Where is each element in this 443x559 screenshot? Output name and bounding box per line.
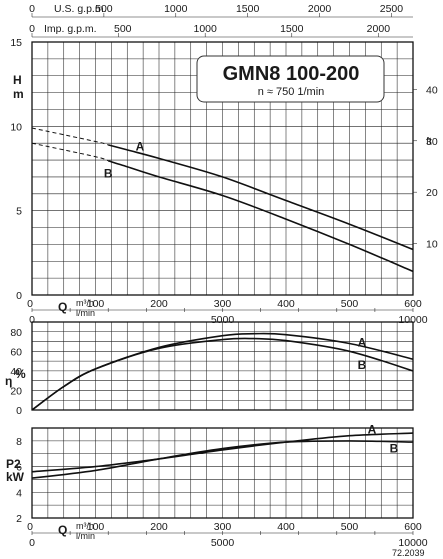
upper-m3h-tick-label: 300: [214, 298, 232, 310]
upper-lmin-tick-label: 5000: [211, 314, 235, 326]
upper-m3h-unit: m³/h: [76, 298, 94, 308]
efficiency-y-tick-label: 80: [10, 327, 22, 339]
lower-m3h-tick-label: 200: [150, 521, 168, 533]
upper-m3h-tick-label: 500: [341, 298, 359, 310]
head-series-A: [108, 144, 414, 251]
ft-tick-label: 10: [426, 239, 438, 251]
head-series-A-dashed: [31, 127, 109, 146]
efficiency-plot-frame: [31, 321, 414, 411]
upper-m3h-tick-label: 200: [150, 298, 168, 310]
lower-m3h-unit: m³/h: [76, 521, 94, 531]
title-box: [196, 55, 385, 103]
ft-tick-label: 30: [426, 136, 438, 148]
head-y-tick-label: 15: [10, 37, 22, 49]
lower-lmin-unit: l/min: [76, 531, 95, 541]
us-gpm-tick-label: 1000: [164, 3, 188, 15]
imp-gpm-tick-label: 1500: [280, 23, 304, 35]
chart-title: GMN8 100-200: [223, 63, 360, 85]
upper-m3h-tick-label: 400: [277, 298, 295, 310]
lower-q-label: Q: [58, 523, 67, 537]
efficiency-y-tick-label: 0: [16, 405, 22, 417]
power-series-B-label: B: [390, 442, 399, 456]
us-gpm-tick-label: 2500: [380, 3, 404, 15]
efficiency-y-tick-label: 60: [10, 346, 22, 358]
upper-m3h-tick-label: 0: [27, 298, 33, 310]
lower-lmin-tick-label: 0: [29, 537, 35, 549]
lower-lmin-tick-label: 10000: [398, 537, 427, 549]
power-y-tick-label: 8: [16, 436, 22, 448]
head-plot-frame: [31, 41, 414, 296]
lower-m3h-tick-label: 100: [87, 521, 105, 533]
head-y-unit: m: [13, 87, 24, 101]
efficiency-y-tick-label: 20: [10, 385, 22, 397]
power-series-A: [31, 432, 414, 473]
power-series-B: [31, 440, 414, 479]
head-y-label: H: [13, 73, 22, 87]
head-y-tick-label: 5: [16, 206, 22, 218]
lower-m3h-tick-label: 400: [277, 521, 295, 533]
head-series-B: [107, 159, 414, 273]
efficiency-y-tick-label: 40: [10, 366, 22, 378]
lower-m3h-tick-label: 600: [404, 521, 422, 533]
drawing-code: 72.2039: [392, 548, 425, 558]
power-y-tick-label: 4: [16, 487, 22, 499]
imp-gpm-tick-label: 2000: [367, 23, 391, 35]
upper-q-label: Q: [58, 300, 67, 314]
lower-m3h-tick-label: 300: [214, 521, 232, 533]
imp-gpm-label: Imp. g.p.m.: [44, 23, 97, 35]
us-gpm-tick-label: 500: [95, 3, 113, 15]
upper-m3h-tick-label: 100: [87, 298, 105, 310]
us-gpm-tick-label: 2000: [308, 3, 332, 15]
us-gpm-tick-label: 0: [29, 3, 35, 15]
head-series-A-label: A: [136, 139, 145, 153]
lower-m3h-tick-label: 0: [27, 521, 33, 533]
power-y-label: P2: [6, 457, 21, 471]
power-series-A-label: A: [368, 422, 377, 436]
ft-unit: ft: [426, 135, 432, 147]
efficiency-y-label: η: [5, 374, 12, 388]
lower-lmin-tick-label: 5000: [211, 537, 235, 549]
upper-m3h-tick-label: 600: [404, 298, 422, 310]
head-y-tick-label: 10: [10, 121, 22, 133]
efficiency-y-unit: %: [15, 367, 26, 381]
efficiency-series-B: [31, 337, 414, 411]
head-series-B-dashed: [31, 142, 109, 162]
upper-lmin-tick-label: 10000: [398, 314, 427, 326]
efficiency-series-A-label: A: [358, 335, 367, 349]
lower-m3h-tick-label: 500: [341, 521, 359, 533]
upper-lmin-tick-label: 0: [29, 314, 35, 326]
imp-gpm-tick-label: 500: [114, 23, 132, 35]
efficiency-series-B-label: B: [358, 358, 367, 372]
us-gpm-label: U.S. g.p.m.: [54, 3, 107, 15]
power-plot-frame: [31, 427, 414, 519]
us-gpm-tick-label: 1500: [236, 3, 260, 15]
power-y-tick-label: 6: [16, 462, 22, 474]
chart-subtitle: n ≈ 750 1/min: [258, 86, 325, 98]
imp-gpm-tick-label: 0: [29, 23, 35, 35]
imp-gpm-tick-label: 1000: [194, 23, 218, 35]
head-series-B-label: B: [104, 167, 113, 181]
upper-lmin-unit: l/min: [76, 308, 95, 318]
ft-tick-label: 20: [426, 187, 438, 199]
ft-tick-label: 40: [426, 84, 438, 96]
head-y-tick-label: 0: [16, 290, 22, 302]
power-y-tick-label: 2: [16, 513, 22, 525]
power-y-unit: kW: [6, 470, 25, 484]
